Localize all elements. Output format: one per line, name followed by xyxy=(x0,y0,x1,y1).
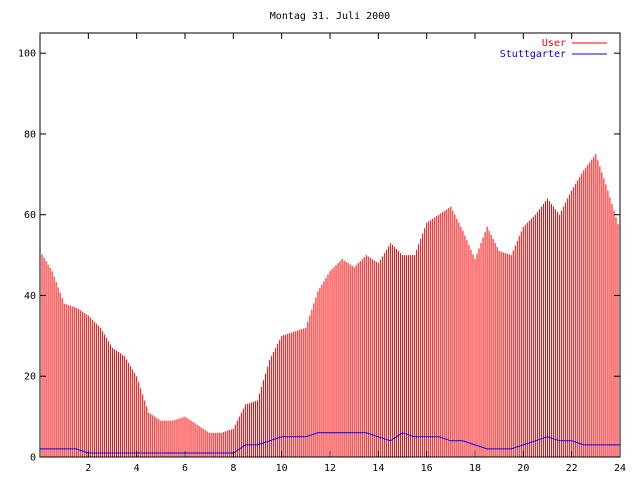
x-tick-label: 12 xyxy=(324,463,336,474)
legend-label-stuttgarter: Stuttgarter xyxy=(500,49,566,60)
x-tick-label: 6 xyxy=(182,463,188,474)
x-tick-label: 10 xyxy=(276,463,288,474)
y-tick-label: 100 xyxy=(18,49,36,60)
x-tick-label: 2 xyxy=(85,463,91,474)
y-tick-label: 60 xyxy=(24,210,36,221)
y-axis: 0 20 40 60 80 100 xyxy=(18,49,620,464)
x-axis: 2 4 6 8 10 12 14 16 18 20 22 24 xyxy=(85,33,626,474)
y-tick-label: 20 xyxy=(24,372,36,383)
x-tick-label: 14 xyxy=(372,463,384,474)
legend: User Stuttgarter xyxy=(500,38,607,60)
y-tick-label: 0 xyxy=(30,453,36,464)
x-tick-label: 22 xyxy=(566,463,578,474)
y-tick-label: 80 xyxy=(24,129,36,140)
x-tick-label: 16 xyxy=(421,463,433,474)
chart-title: Montag 31. Juli 2000 xyxy=(270,11,390,22)
x-tick-label: 20 xyxy=(517,463,529,474)
legend-label-user: User xyxy=(542,38,566,49)
x-tick-label: 4 xyxy=(134,463,140,474)
x-tick-label: 8 xyxy=(230,463,236,474)
x-tick-label: 24 xyxy=(614,463,626,474)
x-tick-label: 18 xyxy=(469,463,481,474)
y-tick-label: 40 xyxy=(24,291,36,302)
